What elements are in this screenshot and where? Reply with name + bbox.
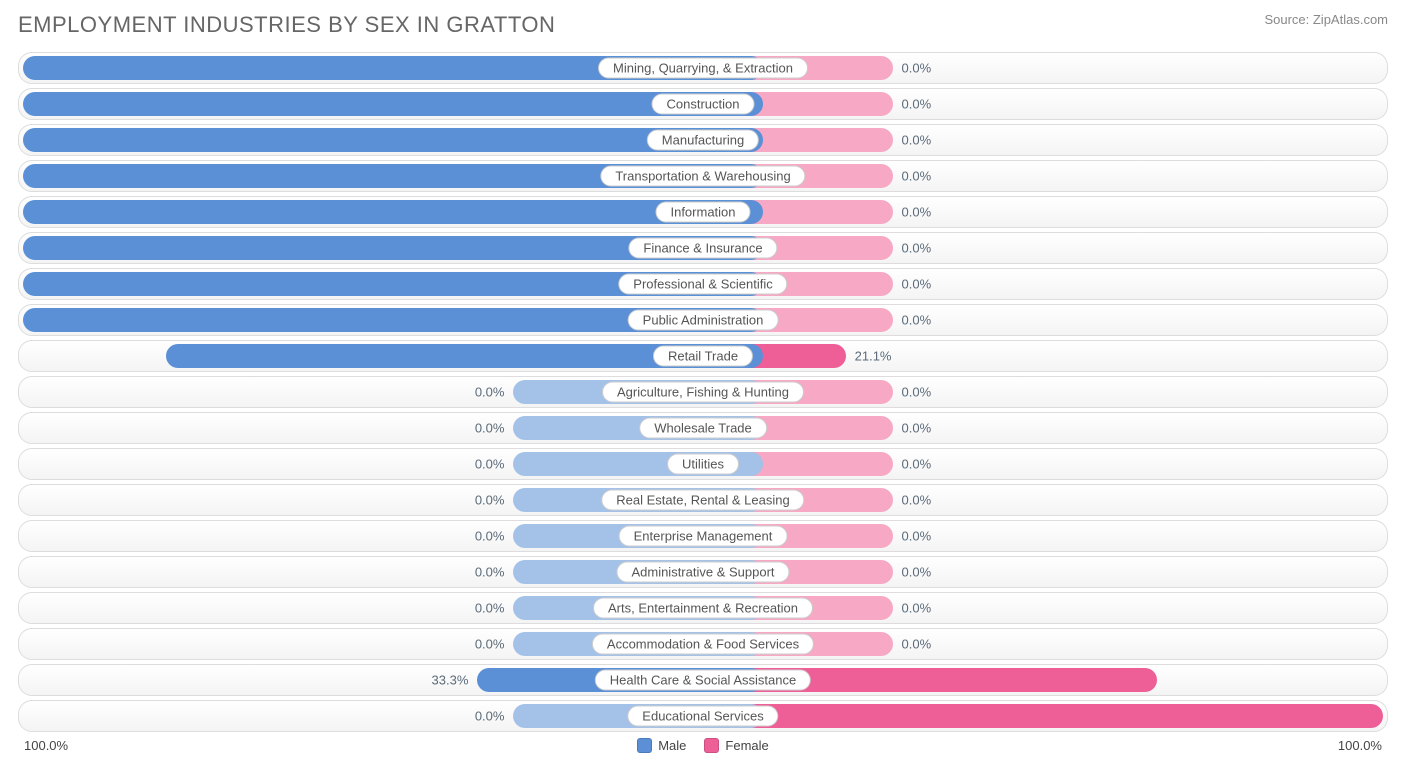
chart-row: 0.0% 0.0% Agriculture, Fishing & Hunting: [18, 376, 1388, 408]
category-label: Public Administration: [628, 310, 779, 331]
female-pct-label: 0.0%: [902, 169, 932, 184]
chart-body: 100.0%0.0%Mining, Quarrying, & Extractio…: [18, 52, 1388, 732]
category-label: Accommodation & Food Services: [592, 634, 814, 655]
chart-row: 100.0%0.0%Mining, Quarrying, & Extractio…: [18, 52, 1388, 84]
female-pct-label: 21.1%: [855, 349, 892, 364]
category-label: Real Estate, Rental & Leasing: [601, 490, 804, 511]
chart-row: 0.0% 0.0% Arts, Entertainment & Recreation: [18, 592, 1388, 624]
chart-row: 100.0%0.0%Manufacturing: [18, 124, 1388, 156]
chart-row: 0.0% 0.0% Utilities: [18, 448, 1388, 480]
chart-header: EMPLOYMENT INDUSTRIES BY SEX IN GRATTON …: [18, 12, 1388, 38]
category-label: Professional & Scientific: [618, 274, 787, 295]
female-pct-label: 0.0%: [902, 97, 932, 112]
male-pct-label: 0.0%: [475, 601, 505, 616]
female-pct-label: 0.0%: [902, 385, 932, 400]
category-label: Enterprise Management: [619, 526, 788, 547]
category-label: Utilities: [667, 454, 739, 475]
male-pct-label: 0.0%: [475, 637, 505, 652]
axis-right-label: 100.0%: [1338, 738, 1382, 753]
female-pct-label: 0.0%: [902, 529, 932, 544]
female-pct-label: 0.0%: [902, 277, 932, 292]
legend: Male Female: [637, 738, 769, 753]
female-pct-label: 0.0%: [902, 493, 932, 508]
male-pct-label: 0.0%: [475, 565, 505, 580]
category-label: Construction: [652, 94, 755, 115]
chart-row: 0.0% 0.0% Real Estate, Rental & Leasing: [18, 484, 1388, 516]
category-label: Administrative & Support: [616, 562, 789, 583]
female-pct-label: 0.0%: [902, 565, 932, 580]
category-label: Agriculture, Fishing & Hunting: [602, 382, 804, 403]
male-pct-label: 0.0%: [475, 529, 505, 544]
female-pct-label: 0.0%: [902, 601, 932, 616]
chart-row: 0.0% 0.0% Enterprise Management: [18, 520, 1388, 552]
chart-row: 33.3%66.7%Health Care & Social Assistanc…: [18, 664, 1388, 696]
chart-row: 0.0%100.0%Educational Services: [18, 700, 1388, 732]
chart-row: 0.0% 0.0% Administrative & Support: [18, 556, 1388, 588]
female-pct-label: 0.0%: [902, 421, 932, 436]
chart-row: 100.0%0.0%Public Administration: [18, 304, 1388, 336]
male-pct-label: 33.3%: [432, 673, 469, 688]
chart-row: 100.0%0.0%Finance & Insurance: [18, 232, 1388, 264]
chart-row: 100.0%0.0%Information: [18, 196, 1388, 228]
chart-row: 0.0% 0.0% Wholesale Trade: [18, 412, 1388, 444]
legend-male: Male: [637, 738, 686, 753]
male-pct-label: 0.0%: [475, 385, 505, 400]
category-label: Wholesale Trade: [639, 418, 767, 439]
category-label: Transportation & Warehousing: [600, 166, 805, 187]
male-pct-label: 0.0%: [475, 709, 505, 724]
legend-male-label: Male: [658, 738, 686, 753]
category-label: Information: [655, 202, 750, 223]
male-pct-label: 0.0%: [475, 493, 505, 508]
legend-male-swatch: [637, 738, 652, 753]
chart-title: EMPLOYMENT INDUSTRIES BY SEX IN GRATTON: [18, 12, 555, 38]
male-pct-label: 0.0%: [475, 421, 505, 436]
chart-footer: 100.0% Male Female 100.0%: [18, 738, 1388, 753]
chart-row: 100.0%0.0%Professional & Scientific: [18, 268, 1388, 300]
legend-female-swatch: [704, 738, 719, 753]
legend-female: Female: [704, 738, 768, 753]
female-pct-label: 0.0%: [902, 205, 932, 220]
category-label: Retail Trade: [653, 346, 753, 367]
chart-row: 100.0%0.0%Transportation & Warehousing: [18, 160, 1388, 192]
chart-source: Source: ZipAtlas.com: [1264, 12, 1388, 27]
axis-left-label: 100.0%: [24, 738, 68, 753]
category-label: Educational Services: [627, 706, 778, 727]
category-label: Finance & Insurance: [628, 238, 777, 259]
male-pct-label: 0.0%: [475, 457, 505, 472]
female-pct-label: 0.0%: [902, 61, 932, 76]
female-pct-label: 0.0%: [902, 457, 932, 472]
female-pct-label: 0.0%: [902, 241, 932, 256]
female-pct-label: 0.0%: [902, 133, 932, 148]
legend-female-label: Female: [725, 738, 768, 753]
male-bar: [23, 200, 763, 224]
category-label: Health Care & Social Assistance: [595, 670, 811, 691]
chart-row: 78.9%21.1%Retail Trade: [18, 340, 1388, 372]
category-label: Arts, Entertainment & Recreation: [593, 598, 813, 619]
female-pct-label: 0.0%: [902, 313, 932, 328]
chart-row: 0.0% 0.0% Accommodation & Food Services: [18, 628, 1388, 660]
category-label: Manufacturing: [647, 130, 759, 151]
female-pct-label: 0.0%: [902, 637, 932, 652]
chart-row: 100.0%0.0%Construction: [18, 88, 1388, 120]
category-label: Mining, Quarrying, & Extraction: [598, 58, 808, 79]
